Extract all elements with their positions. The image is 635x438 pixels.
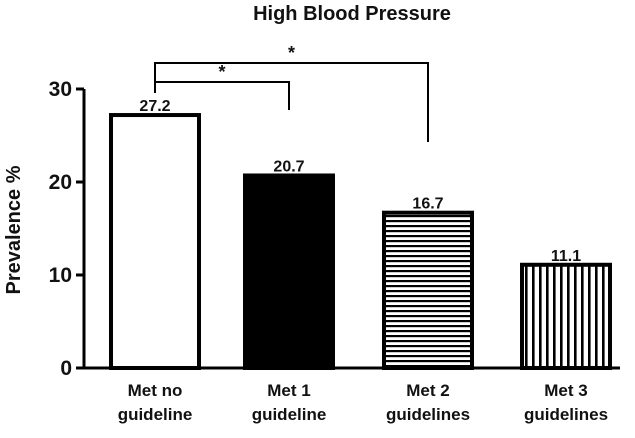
y-tick-label: 30 (49, 78, 72, 101)
x-category-label: guidelines (524, 405, 608, 424)
bar (520, 262, 612, 370)
x-category-label: guideline (252, 405, 327, 424)
significance-marker: * (218, 62, 225, 82)
bar (382, 210, 474, 370)
significance-bracket (154, 81, 290, 110)
x-category-label: guidelines (386, 405, 470, 424)
x-category-label: Met 1 (267, 381, 310, 400)
x-category-labels: Met no guideline Met 1 guideline Met 2 guidel… (118, 381, 608, 424)
significance-brackets: ** (154, 43, 429, 142)
x-category-label: Met 3 (544, 381, 587, 400)
bar-value-label: 11.1 (551, 248, 581, 265)
x-category-label: Met no (128, 381, 183, 400)
bar (109, 113, 201, 371)
significance-marker: * (288, 43, 295, 63)
bar-value-label: 16.7 (412, 196, 443, 213)
y-tick-label: 20 (49, 171, 72, 194)
y-axis-label: Prevalence % (3, 165, 25, 294)
bar (243, 173, 335, 370)
y-tick-label: 10 (49, 264, 72, 287)
chart-title: High Blood Pressure (253, 3, 451, 25)
x-category-label: Met 2 (406, 381, 449, 400)
bar-value-label: 20.7 (273, 158, 304, 175)
y-ticks: 0 10 20 30 (49, 78, 84, 380)
x-category-label: guideline (118, 405, 193, 424)
y-tick-label: 0 (60, 357, 72, 380)
bars: 27.2 20.7 16.7 11.1 (109, 98, 612, 371)
bar-value-label: 27.2 (139, 98, 170, 115)
significance-bracket (154, 62, 429, 142)
